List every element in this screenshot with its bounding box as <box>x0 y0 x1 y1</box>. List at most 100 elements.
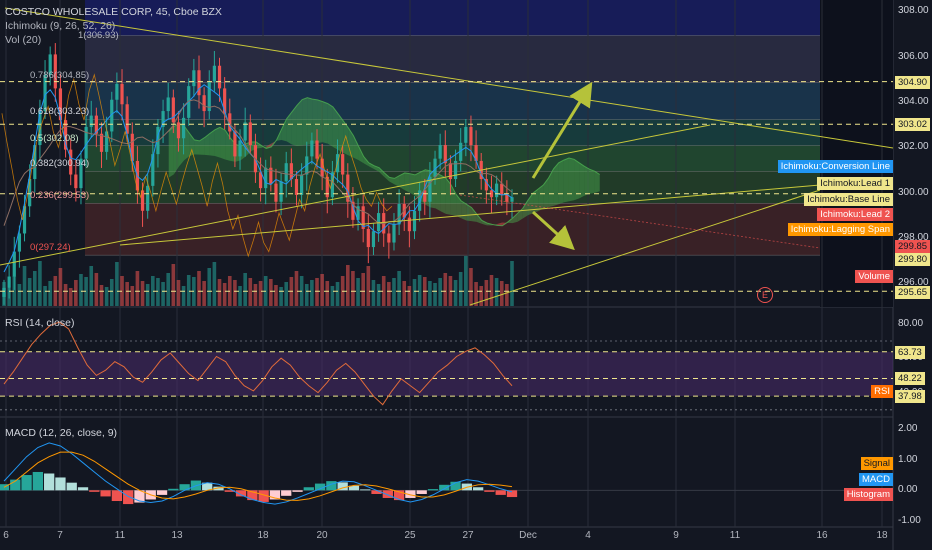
candle-body <box>397 204 401 225</box>
volume-bar <box>99 285 104 306</box>
signal-line <box>3 451 513 501</box>
macd-histogram-bar <box>281 490 292 496</box>
fib-level-label: 0.236(299.53) <box>30 190 90 202</box>
lower-trend-line <box>119 184 821 246</box>
macd-histogram-bar <box>484 490 495 492</box>
volume-bar <box>279 287 283 306</box>
fib-zone <box>85 203 820 256</box>
volume-bar <box>443 273 448 306</box>
candle-body <box>469 126 473 146</box>
cloud-segment <box>322 101 328 144</box>
time-tick-label: Dec <box>519 530 537 541</box>
volume-legend[interactable]: Vol (20) <box>5 34 42 46</box>
macd-tick-label: 1.00 <box>898 453 918 465</box>
macd-series-label: Signal <box>860 457 893 470</box>
volume-bar <box>269 279 273 306</box>
price-level-tag: 299.85 <box>895 240 931 253</box>
candle-body <box>74 174 78 189</box>
volume-bar <box>171 264 176 306</box>
macd-histogram-bar <box>348 485 360 491</box>
candle-body <box>300 174 304 195</box>
rsi-band <box>0 351 893 397</box>
volume-bar <box>494 278 499 306</box>
candle-body <box>89 115 93 127</box>
candle-body <box>105 131 109 152</box>
cloud-segment <box>379 167 385 177</box>
macd-histogram-bar <box>258 490 269 502</box>
macd-histogram-bar <box>495 490 506 495</box>
macd-histogram-bar <box>77 487 89 491</box>
cloud-segment <box>389 177 395 185</box>
macd-histogram-bar <box>472 487 484 491</box>
descending-trend-line <box>4 7 894 149</box>
macd-histogram-bar <box>416 490 427 494</box>
volume-bar <box>335 282 340 306</box>
rsi-legend[interactable]: RSI (14, close) <box>5 317 75 329</box>
fib-level-label: 0.618(303.23) <box>30 106 90 118</box>
cloud-segment <box>584 166 590 196</box>
cloud-segment <box>240 143 246 161</box>
rsi-pane <box>0 321 893 411</box>
candle-body <box>443 145 447 164</box>
volume-bar <box>109 279 114 306</box>
price-tick-label: 298.00 <box>898 232 929 243</box>
macd-histogram-bar <box>202 482 213 491</box>
fib-zone <box>85 82 820 120</box>
candle-body <box>223 88 227 114</box>
volume-bars <box>2 256 514 306</box>
cloud-segment <box>225 130 231 161</box>
earnings-event-marker[interactable]: E <box>757 287 773 303</box>
volume-bar <box>510 261 514 306</box>
cloud-segment <box>281 118 287 142</box>
candle-body <box>48 54 52 75</box>
macd-histogram-bar <box>314 483 326 491</box>
symbol-legend[interactable]: COSTCO WHOLESALE CORP, 45, Cboe BZX Ichi… <box>5 5 222 47</box>
ichimoku-legend[interactable]: Ichimoku (9, 26, 52, 26) <box>5 20 116 32</box>
macd-histogram-bar <box>32 471 44 491</box>
candle-body <box>151 154 155 186</box>
lagging-span <box>1 73 393 258</box>
cloud-segment <box>553 162 559 206</box>
candle-body <box>171 97 175 123</box>
candle-body <box>192 70 196 87</box>
volume-bar <box>489 275 494 306</box>
macd-histogram-bar <box>292 490 303 492</box>
cloud-segment <box>543 178 549 209</box>
volume-bar <box>484 280 489 306</box>
candle-body <box>99 133 104 152</box>
candle-body <box>125 104 129 134</box>
macd-legend[interactable]: MACD (12, 26, close, 9) <box>5 427 118 439</box>
volume-bar <box>104 287 109 306</box>
time-tick-label: 4 <box>585 530 591 541</box>
volume-bar <box>402 281 407 306</box>
fib-level-label: 0.786(304.85) <box>30 69 90 81</box>
cloud-segment <box>589 169 595 194</box>
volume-bar <box>140 281 145 306</box>
candle-body <box>320 158 324 177</box>
candle-body <box>279 181 283 202</box>
volume-bar <box>79 274 83 306</box>
cloud-segment <box>394 175 400 188</box>
indicator-value-label: Ichimoku:Lagging Span <box>787 223 893 236</box>
rsi-level-tag: 37.98 <box>895 390 925 404</box>
time-tick-label: 7 <box>57 530 63 541</box>
cloud-segment <box>199 137 205 155</box>
volume-bar <box>145 284 150 306</box>
fib-top-label: 1(306.93) <box>78 30 119 41</box>
candle-body <box>17 233 21 252</box>
time-tick-label: 6 <box>3 530 9 541</box>
candle-body <box>181 117 186 139</box>
candle-body <box>371 231 376 248</box>
direction-arrows <box>531 81 593 251</box>
candle-body <box>433 158 437 177</box>
candle-body <box>243 122 247 141</box>
trend-lines <box>0 7 894 306</box>
candle-body <box>43 74 47 112</box>
volume-bar <box>253 284 258 306</box>
price-tick-label: 302.00 <box>898 141 929 153</box>
candle-body <box>459 142 463 161</box>
macd-tick-label: 2.00 <box>898 423 918 435</box>
candle-body <box>217 65 222 89</box>
candle-body <box>464 126 468 143</box>
